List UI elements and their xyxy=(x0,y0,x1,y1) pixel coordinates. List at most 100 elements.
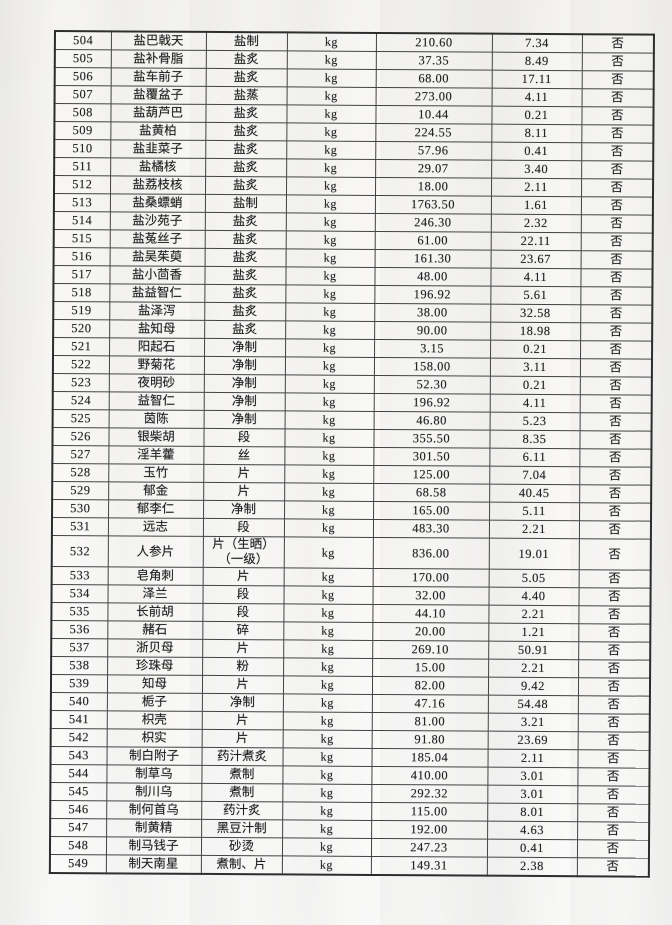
row-number-cell: 522 xyxy=(52,355,110,374)
herb-name-cell: 制天南星 xyxy=(105,854,201,874)
unit-cell: kg xyxy=(286,68,376,88)
flag-cell: 否 xyxy=(580,178,654,198)
unit-cell: kg xyxy=(282,765,372,785)
herb-name-cell: 盐韭菜子 xyxy=(110,139,206,159)
unit-cell: kg xyxy=(286,50,376,70)
process-method-cell: 净制 xyxy=(203,392,285,411)
process-method-cell: 盐炙 xyxy=(204,266,286,285)
row-number-cell: 544 xyxy=(50,764,107,783)
row-number-cell: 509 xyxy=(54,121,111,140)
quantity-cell: 0.21 xyxy=(491,106,582,125)
process-method-cell: 段 xyxy=(203,428,285,447)
quantity-cell: 22.11 xyxy=(490,232,581,251)
price-cell: 125.00 xyxy=(373,465,490,485)
price-cell: 246.30 xyxy=(374,213,491,233)
flag-cell: 否 xyxy=(578,623,651,643)
quantity-cell: 5.05 xyxy=(488,569,579,588)
quantity-cell: 1.61 xyxy=(490,196,581,215)
row-number-cell: 530 xyxy=(52,499,109,518)
quantity-cell: 8.01 xyxy=(487,803,578,822)
process-method-cell: 煮制、片 xyxy=(200,855,282,875)
unit-cell: kg xyxy=(284,464,374,484)
herb-name-cell: 盐益智仁 xyxy=(109,283,205,303)
unit-cell: kg xyxy=(282,729,372,749)
quantity-cell: 0.21 xyxy=(490,340,581,359)
quantity-cell: 5.11 xyxy=(489,502,580,521)
quantity-cell: 32.58 xyxy=(490,304,581,323)
herb-name-cell: 珍珠母 xyxy=(107,656,203,676)
price-cell: 47.16 xyxy=(371,694,488,714)
process-method-cell: 片 xyxy=(201,729,283,748)
quantity-cell: 7.04 xyxy=(489,466,580,485)
herb-name-cell: 益智仁 xyxy=(108,391,204,411)
quantity-cell: 5.61 xyxy=(490,286,581,305)
flag-cell: 否 xyxy=(580,232,653,252)
herb-name-cell: 盐沙苑子 xyxy=(109,211,205,231)
price-cell: 3.15 xyxy=(374,339,491,359)
process-method-cell: 片 xyxy=(203,482,285,501)
process-method-cell: 药汁煮炙 xyxy=(201,747,283,766)
quantity-cell: 3.21 xyxy=(487,713,578,732)
herb-name-cell: 玉竹 xyxy=(108,463,204,483)
process-method-cell: 净制 xyxy=(203,500,285,519)
row-number-cell: 515 xyxy=(53,229,110,248)
row-number-cell: 545 xyxy=(50,782,107,801)
row-number-cell: 517 xyxy=(53,265,110,284)
unit-cell: kg xyxy=(285,302,375,322)
flag-cell: 否 xyxy=(581,34,654,54)
unit-cell: kg xyxy=(283,621,373,641)
process-method-cell: 净制 xyxy=(203,374,285,393)
flag-cell: 否 xyxy=(579,448,652,468)
price-cell: 90.00 xyxy=(374,321,491,341)
row-number-cell: 521 xyxy=(53,337,110,356)
price-cell: 38.00 xyxy=(374,303,491,323)
price-cell: 301.50 xyxy=(373,447,490,467)
flag-cell: 否 xyxy=(580,268,653,288)
price-cell: 170.00 xyxy=(372,568,489,588)
flag-cell: 否 xyxy=(578,520,652,540)
herb-name-cell: 栀子 xyxy=(106,692,202,712)
unit-cell: kg xyxy=(285,230,375,250)
process-method-cell: 盐炙 xyxy=(204,302,286,321)
process-method-cell: 净制 xyxy=(203,356,286,375)
herb-name-cell: 制白附子 xyxy=(106,746,202,766)
herb-price-table: 504 盐巴戟天 盐制 kg 210.60 7.34 否 505 盐补骨脂 盐炙… xyxy=(48,30,655,878)
row-number-cell: 507 xyxy=(54,85,111,104)
unit-cell: kg xyxy=(286,32,376,52)
process-method-cell: 药汁炙 xyxy=(201,801,283,820)
unit-cell: kg xyxy=(286,140,376,160)
price-cell: 61.00 xyxy=(374,231,491,251)
herb-name-cell: 人参片 xyxy=(107,535,203,568)
process-method-cell: 盐制 xyxy=(204,194,286,213)
process-method-cell: 段 xyxy=(202,585,284,604)
price-cell: 52.30 xyxy=(373,375,490,395)
unit-cell: kg xyxy=(286,122,376,142)
unit-cell: kg xyxy=(284,428,374,448)
row-number-cell: 538 xyxy=(51,656,108,675)
price-cell: 355.50 xyxy=(373,429,490,449)
flag-cell: 否 xyxy=(580,196,653,216)
herb-name-cell: 制川乌 xyxy=(106,782,202,802)
flag-cell: 否 xyxy=(580,214,653,234)
row-number-cell: 523 xyxy=(52,373,109,392)
process-method-cell: 黑豆汁制 xyxy=(201,819,283,838)
price-cell: 165.00 xyxy=(373,501,490,521)
unit-cell: kg xyxy=(283,585,373,605)
unit-cell: kg xyxy=(285,248,375,268)
process-method-cell: 盐炙 xyxy=(205,158,287,177)
row-number-cell: 516 xyxy=(53,247,110,266)
flag-cell: 否 xyxy=(579,376,652,396)
herb-name-cell: 制黄精 xyxy=(106,818,202,838)
row-number-cell: 513 xyxy=(53,193,111,212)
herb-name-cell: 盐吴茱萸 xyxy=(109,247,205,267)
quantity-cell: 1.21 xyxy=(488,623,579,642)
herb-name-cell: 郁李仁 xyxy=(108,499,204,519)
row-number-cell: 533 xyxy=(51,566,108,585)
unit-cell: kg xyxy=(282,819,372,839)
table-row: 549 制天南星 煮制、片 kg 149.31 2.38 否 xyxy=(49,854,649,877)
flag-cell: 否 xyxy=(577,767,650,787)
quantity-cell: 9.42 xyxy=(487,677,579,696)
price-cell: 1763.50 xyxy=(374,195,491,215)
price-cell: 20.00 xyxy=(372,622,489,642)
